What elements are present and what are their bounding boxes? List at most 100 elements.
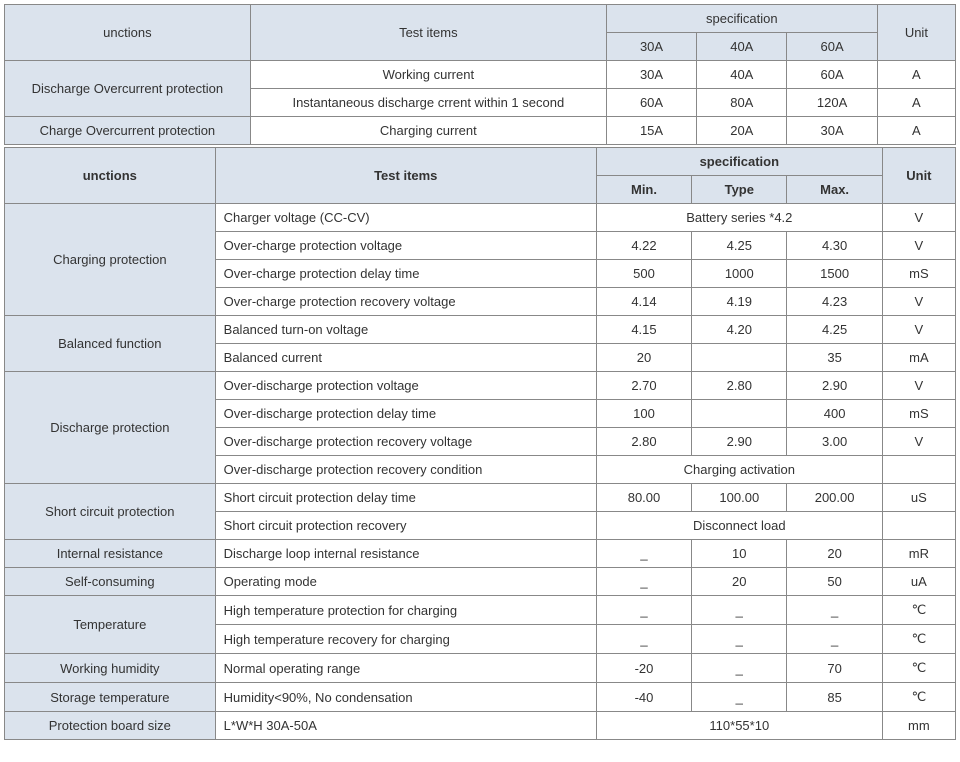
spec-span-cell: 110*55*10 (596, 712, 882, 740)
function-cell: Balanced function (5, 316, 216, 372)
spec-value-cell: _ (692, 625, 787, 654)
spec-value-cell: 1000 (692, 260, 787, 288)
test-item-cell: Short circuit protection delay time (215, 484, 596, 512)
function-cell: Short circuit protection (5, 484, 216, 540)
test-item-cell: Short circuit protection recovery (215, 512, 596, 540)
spec-value-cell: 20A (697, 117, 787, 145)
test-item-cell: Instantaneous discharge crrent within 1 … (250, 89, 606, 117)
spec-value-cell: 2.90 (692, 428, 787, 456)
spec-value-cell: 60A (606, 89, 696, 117)
col-header-spec-1: 40A (697, 33, 787, 61)
spec-value-cell: 2.70 (596, 372, 691, 400)
spec-span-cell: Charging activation (596, 456, 882, 484)
test-item-cell: Over-discharge protection voltage (215, 372, 596, 400)
test-item-cell: Over-charge protection voltage (215, 232, 596, 260)
test-item-cell: Charging current (250, 117, 606, 145)
spec-value-cell: 60A (787, 61, 877, 89)
unit-cell: ℃ (882, 654, 955, 683)
spec-value-cell: 4.19 (692, 288, 787, 316)
spec-table-top: unctionsTest itemsspecificationUnit30A40… (4, 4, 956, 145)
spec-table-main: unctionsTest itemsspecificationUnitMin.T… (4, 147, 956, 740)
spec-value-cell: 200.00 (787, 484, 882, 512)
spec-value-cell: 4.25 (787, 316, 882, 344)
unit-cell: A (877, 61, 955, 89)
col-header-functions: unctions (5, 5, 251, 61)
test-item-cell: Balanced turn-on voltage (215, 316, 596, 344)
spec-value-cell: _ (787, 596, 882, 625)
spec-value-cell: 4.15 (596, 316, 691, 344)
test-item-cell: Over-discharge protection delay time (215, 400, 596, 428)
unit-cell: V (882, 372, 955, 400)
test-item-cell: Over-discharge protection recovery condi… (215, 456, 596, 484)
unit-cell (882, 456, 955, 484)
spec-value-cell: 1500 (787, 260, 882, 288)
col-header-functions: unctions (5, 148, 216, 204)
unit-cell: ℃ (882, 683, 955, 712)
spec-value-cell: 50 (787, 568, 882, 596)
spec-value-cell: 100 (596, 400, 691, 428)
col-header-spec-0: Min. (596, 176, 691, 204)
function-cell: Discharge protection (5, 372, 216, 484)
test-item-cell: L*W*H 30A-50A (215, 712, 596, 740)
spec-value-cell: 4.20 (692, 316, 787, 344)
spec-value-cell: 2.80 (596, 428, 691, 456)
unit-cell: ℃ (882, 596, 955, 625)
spec-value-cell: 85 (787, 683, 882, 712)
spec-value-cell: _ (596, 540, 691, 568)
spec-value-cell: 30A (606, 61, 696, 89)
col-header-test-items: Test items (250, 5, 606, 61)
unit-cell: mA (882, 344, 955, 372)
unit-cell: ℃ (882, 625, 955, 654)
spec-value-cell: 400 (787, 400, 882, 428)
spec-value-cell: 500 (596, 260, 691, 288)
spec-value-cell (692, 344, 787, 372)
spec-value-cell: 30A (787, 117, 877, 145)
spec-value-cell: _ (692, 654, 787, 683)
spec-value-cell: 2.80 (692, 372, 787, 400)
function-cell: Charging protection (5, 204, 216, 316)
test-item-cell: Normal operating range (215, 654, 596, 683)
spec-value-cell: 15A (606, 117, 696, 145)
test-item-cell: Humidity<90%, No condensation (215, 683, 596, 712)
unit-cell: V (882, 316, 955, 344)
test-item-cell: Over-charge protection recovery voltage (215, 288, 596, 316)
spec-value-cell: _ (692, 596, 787, 625)
unit-cell: V (882, 232, 955, 260)
function-cell: Temperature (5, 596, 216, 654)
spec-value-cell: _ (596, 596, 691, 625)
col-header-spec-1: Type (692, 176, 787, 204)
spec-value-cell: 3.00 (787, 428, 882, 456)
col-header-unit: Unit (877, 5, 955, 61)
function-cell: Working humidity (5, 654, 216, 683)
spec-value-cell: 40A (697, 61, 787, 89)
unit-cell: uS (882, 484, 955, 512)
col-header-spec-2: 60A (787, 33, 877, 61)
unit-cell: A (877, 89, 955, 117)
spec-value-cell: 2.90 (787, 372, 882, 400)
unit-cell: uA (882, 568, 955, 596)
test-item-cell: Over-discharge protection recovery volta… (215, 428, 596, 456)
function-cell: Charge Overcurrent protection (5, 117, 251, 145)
col-header-unit: Unit (882, 148, 955, 204)
unit-cell: V (882, 204, 955, 232)
unit-cell: V (882, 428, 955, 456)
test-item-cell: Charger voltage (CC-CV) (215, 204, 596, 232)
spec-value-cell (692, 400, 787, 428)
spec-value-cell: -20 (596, 654, 691, 683)
test-item-cell: Balanced current (215, 344, 596, 372)
col-header-spec-0: 30A (606, 33, 696, 61)
test-item-cell: Over-charge protection delay time (215, 260, 596, 288)
spec-value-cell: 4.25 (692, 232, 787, 260)
spec-value-cell: 4.23 (787, 288, 882, 316)
function-cell: Protection board size (5, 712, 216, 740)
spec-value-cell: 4.22 (596, 232, 691, 260)
function-cell: Storage temperature (5, 683, 216, 712)
test-item-cell: Discharge loop internal resistance (215, 540, 596, 568)
unit-cell: A (877, 117, 955, 145)
spec-value-cell: 100.00 (692, 484, 787, 512)
spec-value-cell: 120A (787, 89, 877, 117)
unit-cell (882, 512, 955, 540)
test-item-cell: Working current (250, 61, 606, 89)
test-item-cell: Operating mode (215, 568, 596, 596)
spec-value-cell: -40 (596, 683, 691, 712)
